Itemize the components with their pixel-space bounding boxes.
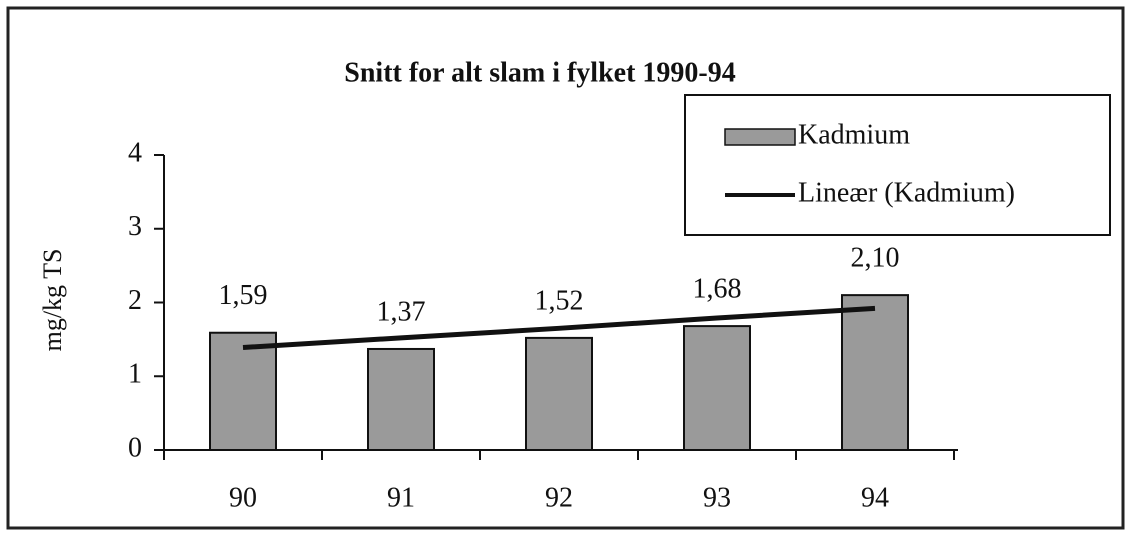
bar — [525, 336, 593, 451]
bar — [683, 325, 751, 452]
value-label: 1,37 — [377, 296, 426, 327]
y-tick-label: 2 — [128, 285, 142, 316]
bar — [841, 294, 909, 451]
legend-box — [684, 94, 1111, 236]
value-label: 1,68 — [693, 274, 742, 305]
value-label: 2,10 — [851, 243, 900, 274]
x-tick-label: 93 — [703, 482, 731, 513]
x-tick-label: 90 — [229, 482, 257, 513]
value-label: 1,59 — [219, 280, 268, 311]
legend-swatch — [724, 128, 796, 146]
x-tick-label: 92 — [545, 482, 573, 513]
x-tick-label: 94 — [861, 482, 889, 513]
value-label: 1,52 — [535, 285, 584, 316]
y-axis-label: mg/kg TS — [38, 249, 67, 352]
y-tick-label: 3 — [128, 211, 142, 242]
legend-label: Lineær (Kadmium) — [798, 177, 1015, 208]
chart-frame — [6, 6, 1125, 530]
bar — [209, 331, 277, 451]
x-tick-label: 91 — [387, 482, 415, 513]
y-tick-label: 4 — [128, 137, 142, 168]
legend-label: Kadmium — [798, 119, 910, 150]
y-tick-label: 1 — [128, 359, 142, 390]
y-tick-label: 0 — [128, 432, 142, 463]
bar — [367, 347, 435, 451]
chart-title: Snitt for alt slam i fylket 1990-94 — [344, 57, 735, 88]
trend-line — [242, 305, 876, 350]
